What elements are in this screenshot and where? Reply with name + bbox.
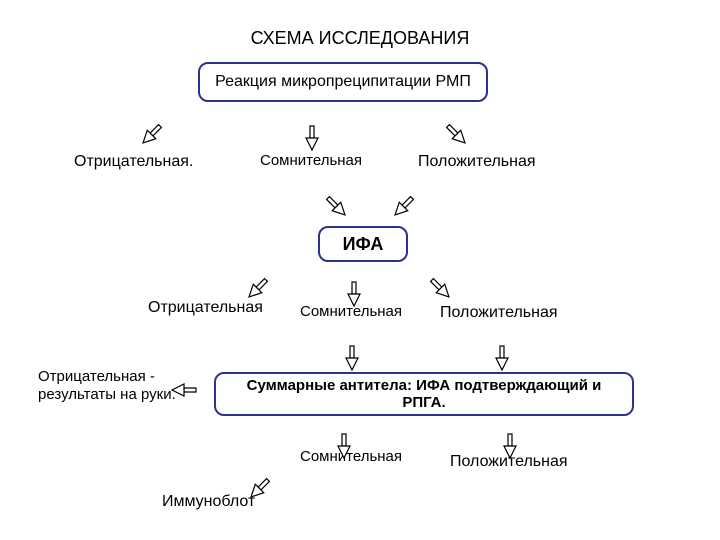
label-level2-positive: Положительная xyxy=(440,303,558,322)
diagram-title: СХЕМА ИССЛЕДОВАНИЯ xyxy=(0,28,720,49)
arrow-down-icon xyxy=(346,346,358,370)
arrow-down-right-icon xyxy=(431,279,449,297)
box-rmp-label: Реакция микропреципитации РМП xyxy=(215,73,471,91)
arrow-down-right-icon xyxy=(327,197,345,215)
label-level3-doubtful: Сомнительная xyxy=(300,448,402,466)
diagram-canvas: { "type": "flowchart", "background_color… xyxy=(0,0,720,540)
arrow-down-icon xyxy=(306,126,318,150)
box-summary-label: Суммарные антитела: ИФА подтверждающий и… xyxy=(226,377,622,411)
label-level1-positive: Положительная xyxy=(418,152,536,171)
box-ifa: ИФА xyxy=(318,226,408,262)
label-immunoblot: Иммуноблот xyxy=(162,492,255,511)
arrow-down-left-icon xyxy=(143,125,161,143)
arrow-down-left-icon xyxy=(249,279,267,297)
box-ifa-label: ИФА xyxy=(343,234,384,255)
label-level3-negative-hands: Отрицательная - результаты на руки. xyxy=(38,368,176,404)
label-level2-negative: Отрицательная xyxy=(148,298,263,317)
label-level2-doubtful: Сомнительная xyxy=(300,303,402,321)
box-rmp: Реакция микропреципитации РМП xyxy=(198,62,488,102)
label-level1-doubtful: Сомнительная xyxy=(260,152,362,170)
arrow-down-right-icon xyxy=(447,125,465,143)
label-level3-positive: Положительная xyxy=(450,452,568,471)
arrow-down-left-icon xyxy=(395,197,413,215)
arrow-down-icon xyxy=(496,346,508,370)
box-summary: Суммарные антитела: ИФА подтверждающий и… xyxy=(214,372,634,416)
label-level1-negative: Отрицательная. xyxy=(74,152,193,171)
